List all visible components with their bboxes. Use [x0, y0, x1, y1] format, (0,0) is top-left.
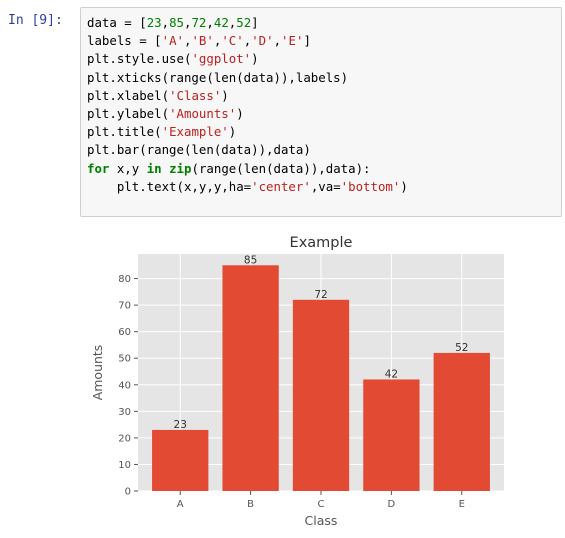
- code-token: ]: [303, 33, 311, 49]
- code-token: ]: [251, 15, 259, 30]
- code-token: plt.xlabel(: [87, 87, 170, 103]
- x-tick-label: D: [388, 499, 396, 510]
- code-token: plt.style.use(: [87, 51, 192, 67]
- code-token: ): [221, 87, 229, 103]
- code-token: 'B': [191, 33, 214, 49]
- code-editor[interactable]: data = [23,85,72,42,52] labels = ['A','B'…: [87, 14, 408, 196]
- code-token: ,: [184, 33, 192, 49]
- code-token: 52: [236, 15, 252, 30]
- code-token: [162, 161, 169, 176]
- bar-D: [363, 379, 420, 491]
- data-label: 52: [455, 342, 468, 354]
- code-token: data = [: [87, 15, 147, 30]
- code-line: plt.style.use('ggplot'): [87, 50, 408, 68]
- code-line: labels = ['A','B','C','D','E']: [87, 32, 408, 50]
- code-token: 'Amounts': [169, 105, 237, 121]
- code-token: plt.text(x,y,y,ha=: [87, 178, 252, 194]
- bar-chart: 0 10 20 30 40 50 60 70 80 23 85 72 42 52 A B C D E Class Amo…: [90, 235, 504, 528]
- code-token: for: [87, 160, 110, 176]
- code-token: 'Class': [169, 87, 222, 103]
- y-axis-label: Amounts: [90, 345, 105, 401]
- data-label: 72: [314, 289, 327, 301]
- code-token: ): [251, 51, 259, 67]
- code-token: 'center': [251, 178, 311, 194]
- y-tick-label: 50: [118, 354, 131, 365]
- code-token: 'C': [221, 33, 244, 49]
- code-token: ,: [273, 33, 282, 49]
- code-cell[interactable]: data = [23,85,72,42,52] labels = ['A','B'…: [80, 7, 562, 217]
- code-line: for x,y in zip(range(len(data)),data):: [87, 160, 408, 178]
- x-tick-label: B: [247, 499, 254, 510]
- y-tick-label: 80: [118, 274, 131, 285]
- code-token: ,: [228, 15, 237, 30]
- code-token: 'ggplot': [191, 51, 252, 67]
- bar-C: [292, 299, 350, 491]
- code-token: ,: [206, 15, 214, 30]
- code-token: zip: [169, 160, 192, 176]
- y-tick-label: 60: [118, 327, 131, 338]
- code-token: plt.xticks(range(len(data)),labels): [87, 69, 349, 85]
- y-tick-label: 10: [118, 460, 131, 471]
- cell-prompt: In [9]:: [8, 13, 63, 28]
- bar-B: [222, 265, 279, 491]
- code-token: ,va=: [310, 178, 341, 194]
- code-line: plt.bar(range(len(data)),data): [87, 141, 408, 159]
- y-tick-label: 20: [118, 433, 131, 444]
- code-token: 23: [146, 15, 162, 30]
- y-tick-label: 70: [118, 301, 131, 312]
- code-token: ): [228, 124, 237, 140]
- code-token: plt.ylabel(: [87, 105, 170, 121]
- code-token: plt.bar(range(len(data)),data): [87, 142, 311, 158]
- code-token: ,: [213, 33, 222, 49]
- code-token: ): [400, 178, 408, 194]
- code-token: 42: [213, 15, 229, 30]
- code-token: 'bottom': [340, 178, 401, 194]
- code-token: labels = [: [87, 33, 162, 49]
- code-line: plt.text(x,y,y,ha='center',va='bottom'): [87, 178, 408, 196]
- y-tick-label: 40: [118, 380, 131, 391]
- code-token: 'D': [251, 33, 274, 49]
- data-label: 85: [244, 254, 257, 266]
- code-line: plt.xticks(range(len(data)),labels): [87, 69, 408, 87]
- code-token: plt.title(: [87, 124, 162, 140]
- code-token: 85: [169, 15, 184, 30]
- code-token: 'A': [161, 33, 184, 49]
- code-token: ,: [161, 15, 170, 30]
- x-tick-label: E: [459, 499, 465, 510]
- bar-A: [152, 429, 209, 491]
- code-token: (range(len(data)),data):: [191, 160, 371, 176]
- code-token: ): [236, 105, 244, 121]
- code-token: ,: [243, 33, 252, 49]
- y-tick-label: 0: [125, 487, 131, 498]
- data-label: 42: [385, 368, 398, 380]
- code-token: 72: [191, 15, 207, 30]
- code-token: 'Example': [161, 124, 229, 140]
- x-tick-label: C: [318, 499, 325, 510]
- code-line: plt.xlabel('Class'): [87, 87, 408, 105]
- code-line: data = [23,85,72,42,52]: [87, 14, 408, 32]
- code-token: x,y: [109, 160, 147, 176]
- y-tick-label: 30: [118, 407, 131, 418]
- code-line: plt.ylabel('Amounts'): [87, 105, 408, 123]
- x-axis-label: Class: [305, 513, 338, 528]
- code-line: plt.title('Example'): [87, 123, 408, 141]
- bar-E: [433, 352, 490, 491]
- code-token: 'E': [281, 33, 304, 49]
- code-token: ,: [184, 15, 192, 30]
- code-token: in: [146, 160, 162, 176]
- data-label: 23: [174, 419, 187, 431]
- cell-output: 0 10 20 30 40 50 60 70 80 23 85 72 42 52 A B C D E Class Amo…: [80, 222, 562, 534]
- chart-title: Example: [290, 235, 353, 251]
- x-tick-label: A: [177, 499, 184, 510]
